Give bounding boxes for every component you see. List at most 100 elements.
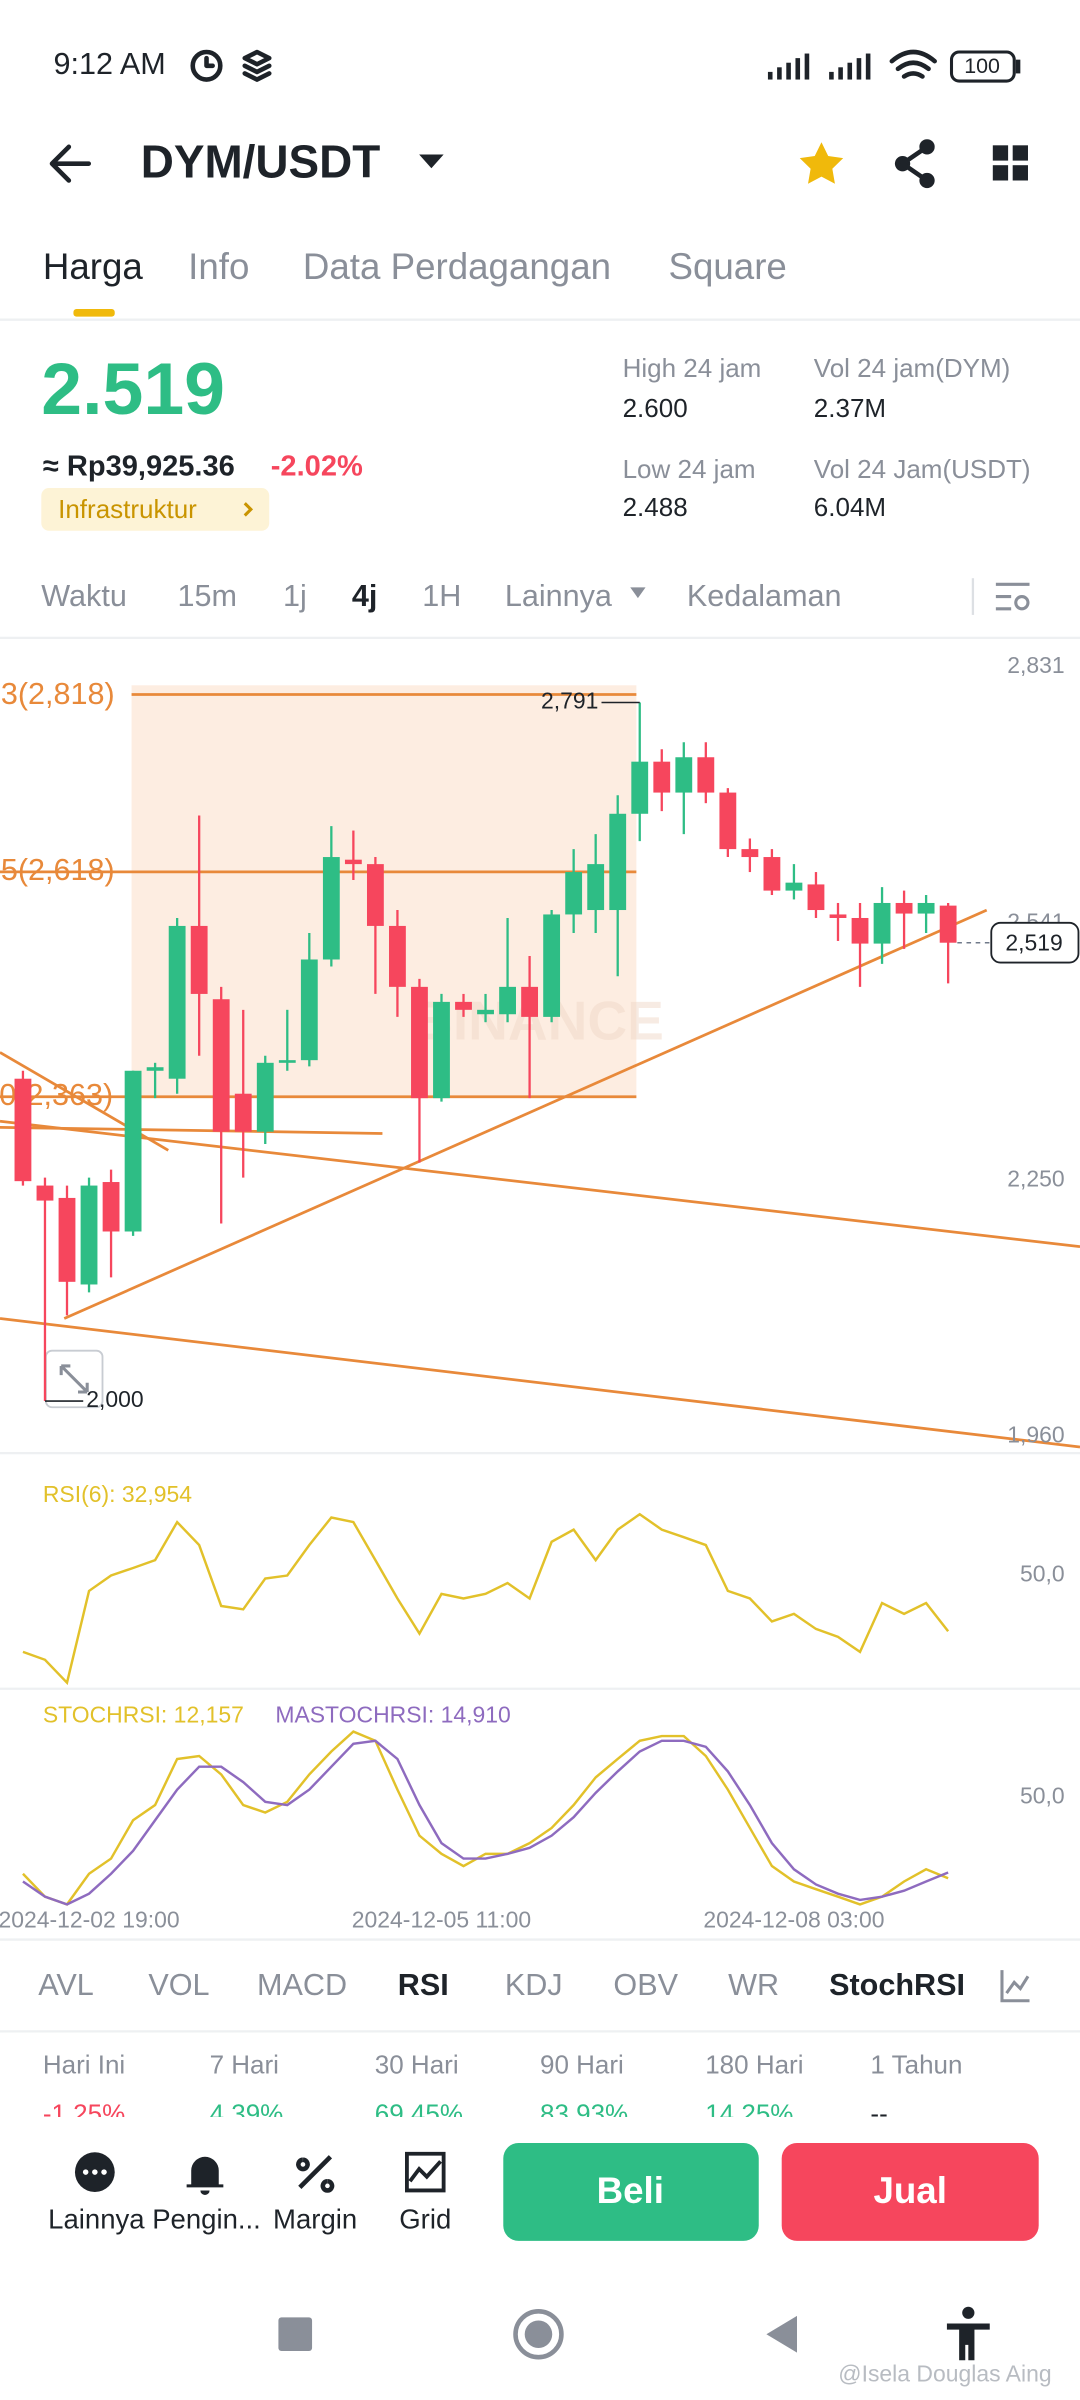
nav-back[interactable]: [766, 2315, 797, 2353]
candle-body: [190, 925, 208, 994]
interval[interactable]: 1j: [283, 579, 307, 613]
max-label: 2,791: [541, 688, 598, 714]
perf-value: 69.45%: [375, 2098, 463, 2128]
tab[interactable]: Info: [188, 246, 249, 287]
candle-body: [389, 925, 406, 987]
share-button[interactable]: [894, 139, 935, 189]
sell-button[interactable]: [781, 2143, 1039, 2241]
interval[interactable]: Lainnya: [505, 579, 612, 613]
fib-label: 3(2,818): [1, 677, 115, 711]
tab[interactable]: Harga: [43, 246, 144, 287]
candle-body: [521, 986, 539, 1017]
x-tick-label: 2024-12-02 19:00: [0, 1906, 180, 1932]
stat-value: 2.600: [623, 393, 688, 423]
indicator-tab[interactable]: OBV: [613, 1968, 678, 2002]
tag-text[interactable]: Infrastruktur: [58, 494, 197, 524]
y-tick-label: 2,831: [1007, 652, 1064, 678]
interval[interactable]: Kedalaman: [687, 579, 842, 613]
action-label[interactable]: Lainnya: [48, 2203, 145, 2234]
nav-recent[interactable]: [278, 2317, 313, 2352]
alert-icon[interactable]: [186, 2156, 224, 2196]
indicator-tab[interactable]: MACD: [257, 1968, 347, 2002]
trend-line: [0, 1317, 1080, 1449]
grid-icon[interactable]: [405, 2151, 446, 2193]
interval[interactable]: 15m: [177, 579, 236, 613]
fiat-price: ≈ Rp39,925.36: [43, 451, 235, 483]
perf-label: Hari Ini: [43, 2049, 125, 2079]
chart-watermark: BINANCE: [413, 989, 664, 1051]
candle-body: [322, 857, 340, 960]
tag-chevron: [243, 502, 254, 517]
user-watermark: @Isela Douglas Aing: [838, 2361, 1051, 2387]
tab-indicator: [73, 308, 115, 317]
perf-label: 1 Tahun: [870, 2049, 962, 2079]
candle-body: [477, 1009, 494, 1015]
candle-body: [499, 986, 516, 1015]
stat-label: Vol 24 Jam(USDT): [814, 454, 1031, 484]
candle-body: [851, 917, 869, 944]
drawing-layer: [0, 685, 1080, 1449]
tab[interactable]: Data Perdagangan: [303, 246, 611, 287]
action-label[interactable]: Pengin...: [152, 2203, 261, 2234]
buy-button[interactable]: [503, 2143, 759, 2241]
chart-settings[interactable]: [995, 582, 1030, 611]
perf-label: 90 Hari: [540, 2049, 624, 2079]
tab[interactable]: Square: [668, 246, 786, 287]
candle-body: [36, 1185, 54, 1201]
indicator-tab[interactable]: StochRSI: [829, 1968, 965, 2002]
nav-home[interactable]: [513, 2308, 564, 2360]
perf-value: 14.25%: [705, 2098, 793, 2128]
indicator-line: [22, 1739, 949, 1906]
tag-badge[interactable]: [41, 487, 270, 531]
perf-label: 7 Hari: [210, 2049, 279, 2079]
candle-body: [763, 857, 781, 891]
accessibility-button[interactable]: [946, 2306, 990, 2361]
candle-body: [631, 761, 649, 814]
indicator-tab[interactable]: RSI: [398, 1968, 449, 2002]
indicator-tab[interactable]: VOL: [148, 1968, 209, 2002]
candle-body: [895, 902, 913, 914]
last-price-label: 2,519: [1005, 929, 1062, 955]
pair-dropdown[interactable]: [419, 154, 444, 169]
min-label: 2,000: [86, 1386, 143, 1412]
candle-body: [939, 905, 957, 943]
favorite-star[interactable]: [799, 142, 844, 184]
interval-dropdown[interactable]: [630, 587, 646, 599]
indicator-tab[interactable]: WR: [728, 1968, 779, 2002]
candle-body: [455, 1001, 472, 1010]
price-change: -2.02%: [271, 451, 363, 483]
interval[interactable]: 4j: [352, 579, 378, 613]
indicator-tab[interactable]: KDJ: [505, 1968, 563, 2002]
candle-body: [80, 1185, 98, 1285]
back-button[interactable]: [49, 144, 92, 183]
pair-title[interactable]: DYM/USDT: [141, 135, 381, 187]
sell-label[interactable]: Jual: [873, 2170, 946, 2211]
performance-row: Hari Ini -1.25% 7 Hari 4.39% 30 Hari 69.45% 90…: [43, 2049, 963, 2128]
indicator-settings[interactable]: [1000, 1970, 1030, 2003]
indicator-line: [22, 1512, 950, 1686]
action-label[interactable]: Grid: [399, 2203, 451, 2234]
candle-body: [278, 1060, 296, 1063]
trend-line: [0, 1125, 383, 1135]
margin-icon[interactable]: [296, 2155, 335, 2193]
indicator-tab[interactable]: AVL: [38, 1968, 94, 2002]
candle-body: [212, 999, 230, 1132]
candle-body: [433, 1001, 450, 1099]
candle-body: [344, 859, 362, 865]
trend-line: [0, 1119, 1080, 1249]
action-label[interactable]: Margin: [273, 2203, 357, 2234]
candle-body: [587, 864, 605, 911]
interval[interactable]: 1H: [422, 579, 461, 613]
stat-label: Vol 24 jam(DYM): [814, 353, 1011, 383]
grid-menu[interactable]: [992, 145, 1028, 181]
candle-body: [366, 864, 384, 926]
candle-body: [807, 884, 825, 911]
candle-body: [300, 959, 318, 1061]
interval[interactable]: Waktu: [41, 579, 127, 613]
bottom-actions: [74, 2151, 446, 2196]
candle-body: [653, 761, 671, 793]
buy-label[interactable]: Beli: [597, 2170, 664, 2211]
legend-label: RSI(6): 32,954: [43, 1481, 192, 1507]
perf-value: --: [870, 2098, 887, 2128]
